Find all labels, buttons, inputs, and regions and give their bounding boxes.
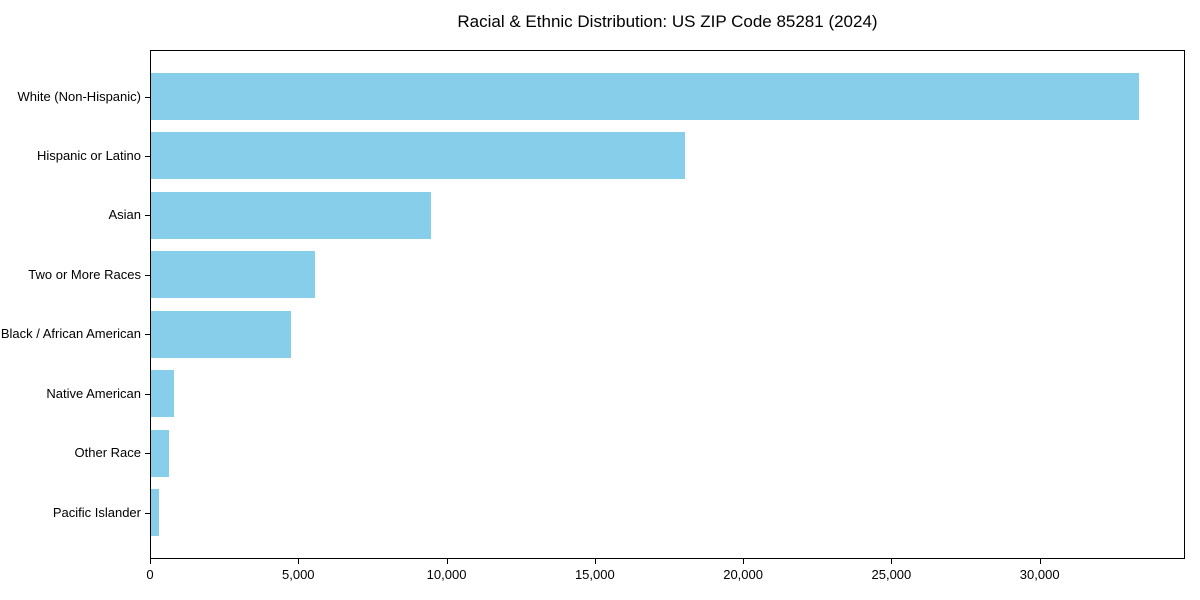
y-axis-label: Other Race (74, 445, 141, 461)
chart-title: Racial & Ethnic Distribution: US ZIP Cod… (457, 12, 878, 31)
y-tick-mark (145, 512, 150, 514)
x-tick-label: 15,000 (574, 567, 615, 582)
y-axis-label: Pacific Islander (52, 504, 141, 520)
bar (151, 310, 291, 358)
x-tick-mark (150, 559, 151, 564)
y-axis-label: Native American (46, 385, 141, 401)
y-axis-label: Black / African American (0, 326, 141, 342)
bar (151, 73, 1139, 120)
x-tick-mark (298, 559, 300, 564)
x-tick-label: 5,000 (281, 567, 315, 582)
x-tick-mark (446, 559, 448, 564)
y-axis-label: Asian (108, 207, 141, 223)
bar (151, 191, 432, 239)
bar (151, 489, 160, 536)
x-tick-label: 25,000 (871, 567, 912, 582)
x-tick-mark (1039, 559, 1041, 564)
y-tick-mark (145, 274, 150, 276)
y-tick-mark (145, 96, 150, 98)
x-tick-label: 30,000 (1019, 567, 1060, 582)
y-tick-mark (145, 155, 150, 157)
x-tick-mark (594, 559, 596, 564)
plot-area (150, 50, 1185, 559)
y-tick-mark (145, 215, 150, 217)
bar (151, 429, 170, 477)
y-tick-mark (145, 453, 150, 455)
x-tick-label: 10,000 (426, 567, 467, 582)
y-tick-mark (145, 393, 150, 395)
x-tick-label: 0 (146, 567, 154, 582)
bar (151, 132, 685, 180)
bar (151, 370, 175, 418)
y-axis-label: Hispanic or Latino (36, 147, 141, 163)
y-axis-label: White (Non-Hispanic) (17, 88, 141, 104)
x-tick-mark (743, 559, 745, 564)
y-axis-label: Two or More Races (28, 266, 141, 282)
bar (151, 251, 315, 299)
x-tick-label: 20,000 (723, 567, 763, 582)
y-tick-mark (145, 334, 150, 336)
x-tick-mark (891, 559, 893, 564)
